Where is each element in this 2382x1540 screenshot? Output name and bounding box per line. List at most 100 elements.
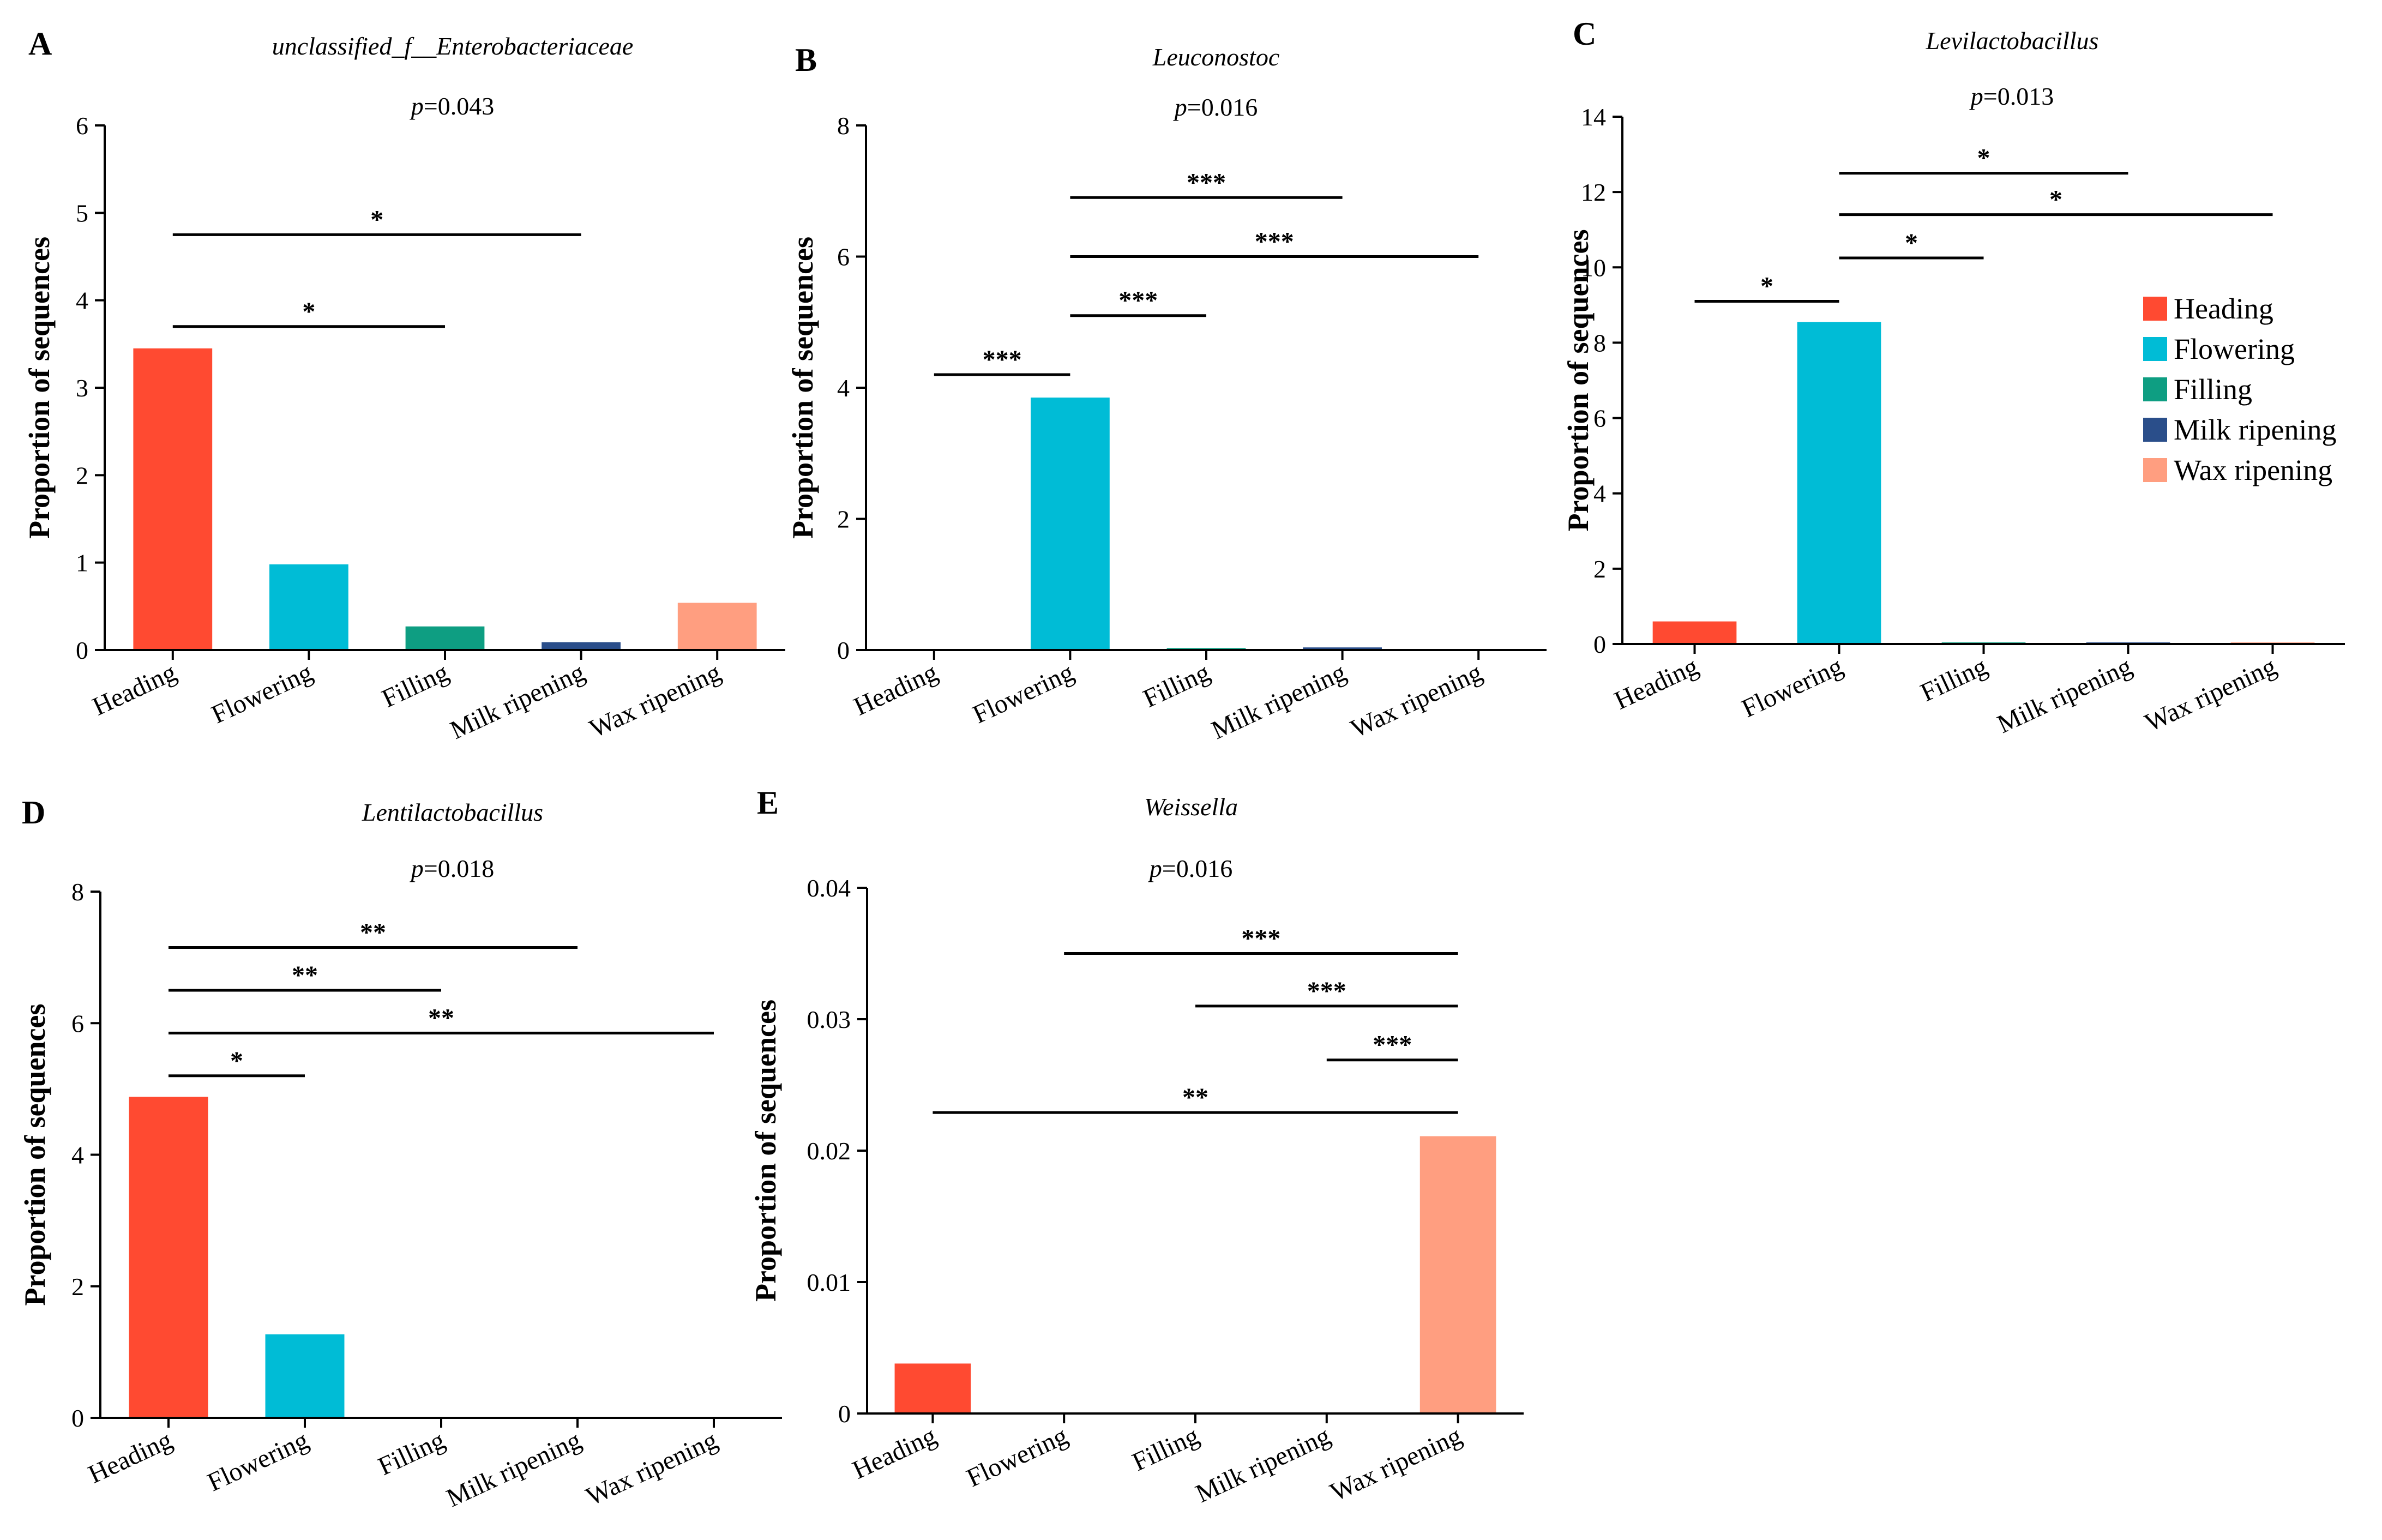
significance-label: *** xyxy=(1307,977,1346,1006)
significance-label: * xyxy=(2049,185,2062,214)
p-value: p=0.016 xyxy=(1173,93,1258,121)
significance-label: *** xyxy=(983,345,1022,374)
p-value: p=0.016 xyxy=(1148,855,1232,882)
y-axis-label: Proportion of sequences xyxy=(1562,230,1595,532)
y-tick-label: 10 xyxy=(1581,254,1606,281)
significance-label: ** xyxy=(1182,1083,1208,1112)
panel-letter: D xyxy=(22,795,45,831)
legend-label-heading: Heading xyxy=(2174,292,2273,325)
bar-flowering xyxy=(265,1334,345,1418)
x-tick-label-wax-ripening: Wax ripening xyxy=(2140,652,2281,737)
x-tick-label-wax-ripening: Wax ripening xyxy=(1346,658,1487,743)
p-value: p=0.018 xyxy=(410,855,494,882)
panel-d: D Lentilactobacillus p=0.018 Proportion of … xyxy=(19,795,782,1513)
x-tick-label-wax-ripening: Wax ripening xyxy=(1326,1421,1466,1507)
x-tick-label-milk-ripening: Milk ripening xyxy=(1207,658,1350,745)
x-tick-label-heading: Heading xyxy=(1610,652,1703,715)
x-tick-label-heading: Heading xyxy=(88,658,181,721)
panel-letter: B xyxy=(795,42,817,78)
significance-label: * xyxy=(1905,228,1918,257)
x-tick-label-flowering: Flowering xyxy=(203,1425,312,1497)
y-tick-label: 4 xyxy=(76,287,88,315)
x-tick-label-flowering: Flowering xyxy=(963,1421,1072,1493)
bar-heading xyxy=(894,1363,971,1413)
p-value-symbol: p xyxy=(1969,82,1983,110)
legend-label-filling: Filling xyxy=(2174,373,2252,406)
x-tick-label-filling: Filling xyxy=(1139,658,1214,713)
x-tick-label-milk-ripening: Milk ripening xyxy=(446,658,589,745)
y-axis-label: Proportion of sequences xyxy=(749,1000,782,1302)
y-tick-label: 6 xyxy=(71,1009,84,1037)
x-tick-label-milk-ripening: Milk ripening xyxy=(1192,1421,1335,1508)
x-tick-label-heading: Heading xyxy=(848,1421,941,1485)
significance-label: *** xyxy=(1373,1031,1412,1060)
y-tick-label: 4 xyxy=(1593,480,1606,508)
y-tick-label: 0.01 xyxy=(807,1268,851,1296)
panel-b: B Leuconostoc p=0.016 Proportion of sequenc… xyxy=(786,42,1547,745)
bar-milk-ripening xyxy=(1303,647,1382,650)
y-tick-label: 0 xyxy=(838,1400,851,1428)
x-tick-label-flowering: Flowering xyxy=(969,658,1078,729)
bar-flowering xyxy=(269,564,348,650)
panel-letter: E xyxy=(757,785,779,821)
y-tick-label: 2 xyxy=(71,1273,84,1301)
legend: Heading Flowering Filling Milk ripening Wax … xyxy=(2143,292,2336,486)
x-tick-label-milk-ripening: Milk ripening xyxy=(442,1425,586,1513)
bar-wax-ripening xyxy=(677,603,757,650)
chart-title: Lentilactobacillus xyxy=(362,798,543,826)
y-tick-label: 0.04 xyxy=(807,874,851,902)
panel-letter: A xyxy=(28,26,52,62)
significance-label: *** xyxy=(1241,924,1280,953)
bar-wax-ripening xyxy=(1419,1136,1496,1413)
significance-label: * xyxy=(1760,272,1773,300)
y-tick-label: 4 xyxy=(837,374,850,402)
p-value: p=0.043 xyxy=(410,92,494,120)
significance-label: * xyxy=(302,297,315,326)
x-tick-label-milk-ripening: Milk ripening xyxy=(1993,652,2136,739)
panel-letter: C xyxy=(1573,16,1596,52)
x-tick-label-filling: Filling xyxy=(377,658,453,713)
bar-heading xyxy=(1652,621,1737,644)
significance-label: * xyxy=(1977,144,1990,173)
y-tick-label: 0.02 xyxy=(807,1137,851,1165)
x-tick-label-flowering: Flowering xyxy=(207,658,317,729)
y-tick-label: 12 xyxy=(1581,178,1606,206)
y-axis-label: Proportion of sequences xyxy=(19,1004,51,1306)
p-value-symbol: p xyxy=(1148,855,1162,882)
p-value-number: =0.016 xyxy=(1187,93,1258,121)
legend-swatch-flowering xyxy=(2143,337,2167,361)
x-tick-label-wax-ripening: Wax ripening xyxy=(582,1425,722,1511)
y-tick-label: 0 xyxy=(1593,630,1606,658)
bar-heading xyxy=(129,1097,208,1418)
chart-title: unclassified_f__Enterobacteriaceae xyxy=(272,32,634,60)
bar-flowering xyxy=(1031,398,1110,650)
legend-label-wax-ripening: Wax ripening xyxy=(2174,454,2332,486)
y-tick-label: 6 xyxy=(837,243,850,271)
significance-label: ** xyxy=(360,918,386,947)
p-value-number: =0.043 xyxy=(424,92,494,120)
significance-label: *** xyxy=(1118,286,1158,315)
y-tick-label: 6 xyxy=(76,112,88,140)
chart-title: Levilactobacillus xyxy=(1926,27,2099,55)
legend-swatch-wax-ripening xyxy=(2143,458,2167,482)
x-tick-label-heading: Heading xyxy=(850,658,942,721)
y-tick-label: 1 xyxy=(76,549,88,577)
chart-title: Weissella xyxy=(1144,793,1238,821)
x-tick-label-filling: Filling xyxy=(1128,1421,1203,1477)
significance-label: *** xyxy=(1255,227,1294,256)
y-tick-label: 8 xyxy=(1593,329,1606,357)
x-tick-label-heading: Heading xyxy=(84,1425,177,1489)
y-tick-label: 2 xyxy=(1593,555,1606,583)
legend-swatch-filling xyxy=(2143,377,2167,401)
y-axis-label: Proportion of sequences xyxy=(23,237,56,539)
legend-label-flowering: Flowering xyxy=(2174,333,2295,365)
p-value-symbol: p xyxy=(410,855,424,882)
y-tick-label: 2 xyxy=(76,461,88,489)
p-value-symbol: p xyxy=(1173,93,1187,121)
y-tick-label: 6 xyxy=(1593,405,1606,432)
legend-swatch-milk-ripening xyxy=(2143,418,2167,442)
y-tick-label: 4 xyxy=(71,1141,84,1169)
significance-label: * xyxy=(230,1046,243,1075)
y-tick-label: 8 xyxy=(71,878,84,906)
significance-label: ** xyxy=(292,961,318,990)
